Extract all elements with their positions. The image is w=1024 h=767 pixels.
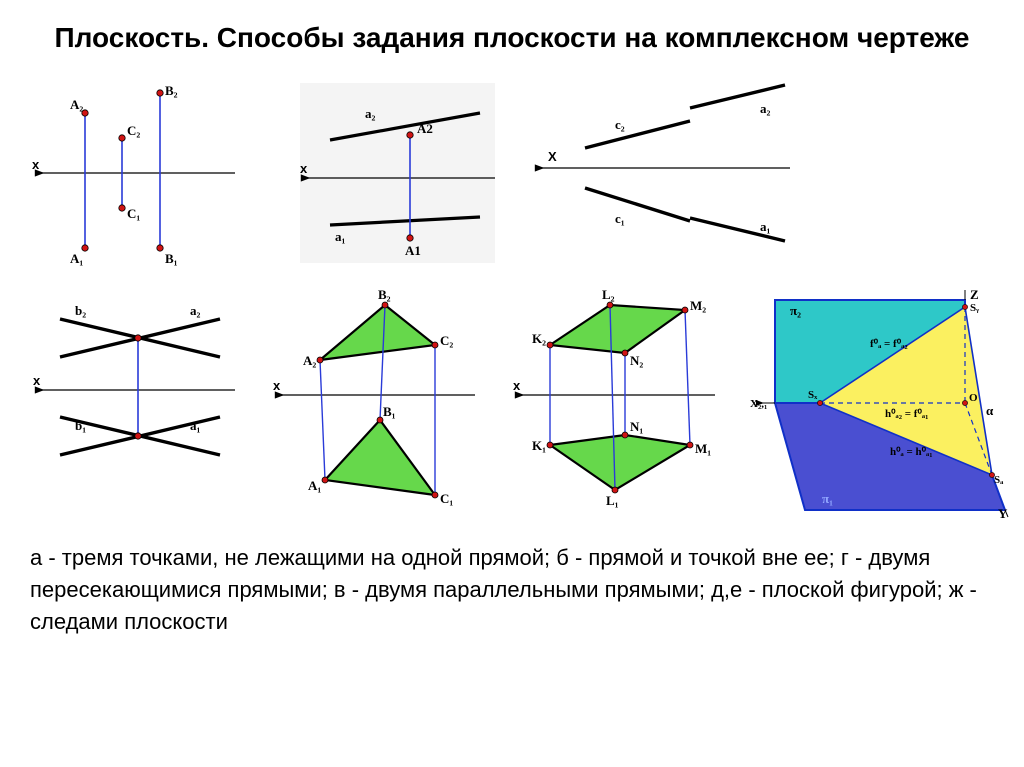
label-b1x: b₁ [75,418,86,433]
label-a1-line: a₁ [335,229,346,244]
d-C2: C₂ [440,333,453,348]
ha2: h⁰ₐ₂ = f⁰ₐ₁ [885,408,928,420]
pi2: π₂ [790,303,801,318]
panel-g: x b₂ a₂ a₁ b₁ [30,285,240,505]
axis-x-e: x [513,378,521,393]
d-A1: A₁ [308,478,321,493]
label-a1p: a₁ [760,219,771,234]
caption: а - тремя точками, не лежащими на одной … [30,542,994,638]
d-C1: C₁ [440,491,453,506]
label-c1: C₁ [127,206,140,221]
label-b1: B₁ [165,251,178,266]
e-L1: L₁ [606,493,619,508]
e-K1: K₁ [532,438,546,453]
label-c1p: c₁ [615,211,625,226]
panel-e: x K₂ L₂ M₂ N₂ K₁ L₁ M₁ N₁ [510,285,720,520]
axis-x-b: x [300,161,308,176]
o-label: O [969,392,978,404]
e-N2: N₂ [630,353,643,368]
e-M1: M₁ [695,441,711,456]
label-b2x: b₂ [75,303,86,318]
x21-label: X₂,₁ [750,398,767,410]
sx: Sₓ [808,389,818,401]
label-A2pt: A2 [417,121,433,136]
z-axis: Z [970,287,979,302]
alpha: α [986,403,994,418]
y-axis: Y [998,506,1008,520]
e-K2: K₂ [532,331,546,346]
d-B1: B₁ [383,404,396,419]
e-L2: L₂ [602,287,615,302]
label-a2x: a₂ [190,303,201,318]
label-a2: A₂ [70,97,83,112]
label-a1: A₁ [70,251,83,266]
e-N1: N₁ [630,419,643,434]
ha: h⁰ₐ = h⁰ₐ₁ [890,446,933,458]
label-a2-line: a₂ [365,106,376,121]
axis-x-g: x [33,373,41,388]
sz: Sₐ [994,474,1004,486]
label-A1pt: A1 [405,243,421,258]
page-title: Плоскость. Способы задания плоскости на … [30,20,994,55]
d-A2: A₂ [303,353,316,368]
row-2: x b₂ a₂ a₁ b₁ x [30,285,994,520]
row-1: x A₂ B₂ C₂ C₁ A₁ B₁ x a₂ [30,73,994,273]
sy: Sᵧ [970,302,979,314]
d-B2: B₂ [378,287,391,302]
axis-x-label: x [32,157,40,172]
label-c2p: c₂ [615,117,625,132]
panel-zh: Z X₂,₁ Y π₂ π₁ Sₓ Sᵧ Sₐ O α f⁰ₐ = f⁰ₐ₂ h… [750,285,1010,520]
panel-b: x a₂ a₁ A2 A1 [270,73,500,273]
label-b2: B₂ [165,83,178,98]
label-a2p: a₂ [760,101,771,116]
fa: f⁰ₐ = f⁰ₐ₂ [870,338,908,350]
panel-c: X a₂ c₂ a₁ c₁ [530,73,800,273]
axis-x-c: X [548,149,557,164]
axis-x-d: x [273,378,281,393]
panel-d: x A₂ B₂ C₂ A₁ B₁ C₁ [270,285,480,520]
e-M2: M₂ [690,298,706,313]
pi1: π₁ [822,491,833,506]
label-c2: C₂ [127,123,140,138]
label-a1x: a₁ [190,418,201,433]
panel-a: x A₂ B₂ C₂ C₁ A₁ B₁ [30,73,240,273]
